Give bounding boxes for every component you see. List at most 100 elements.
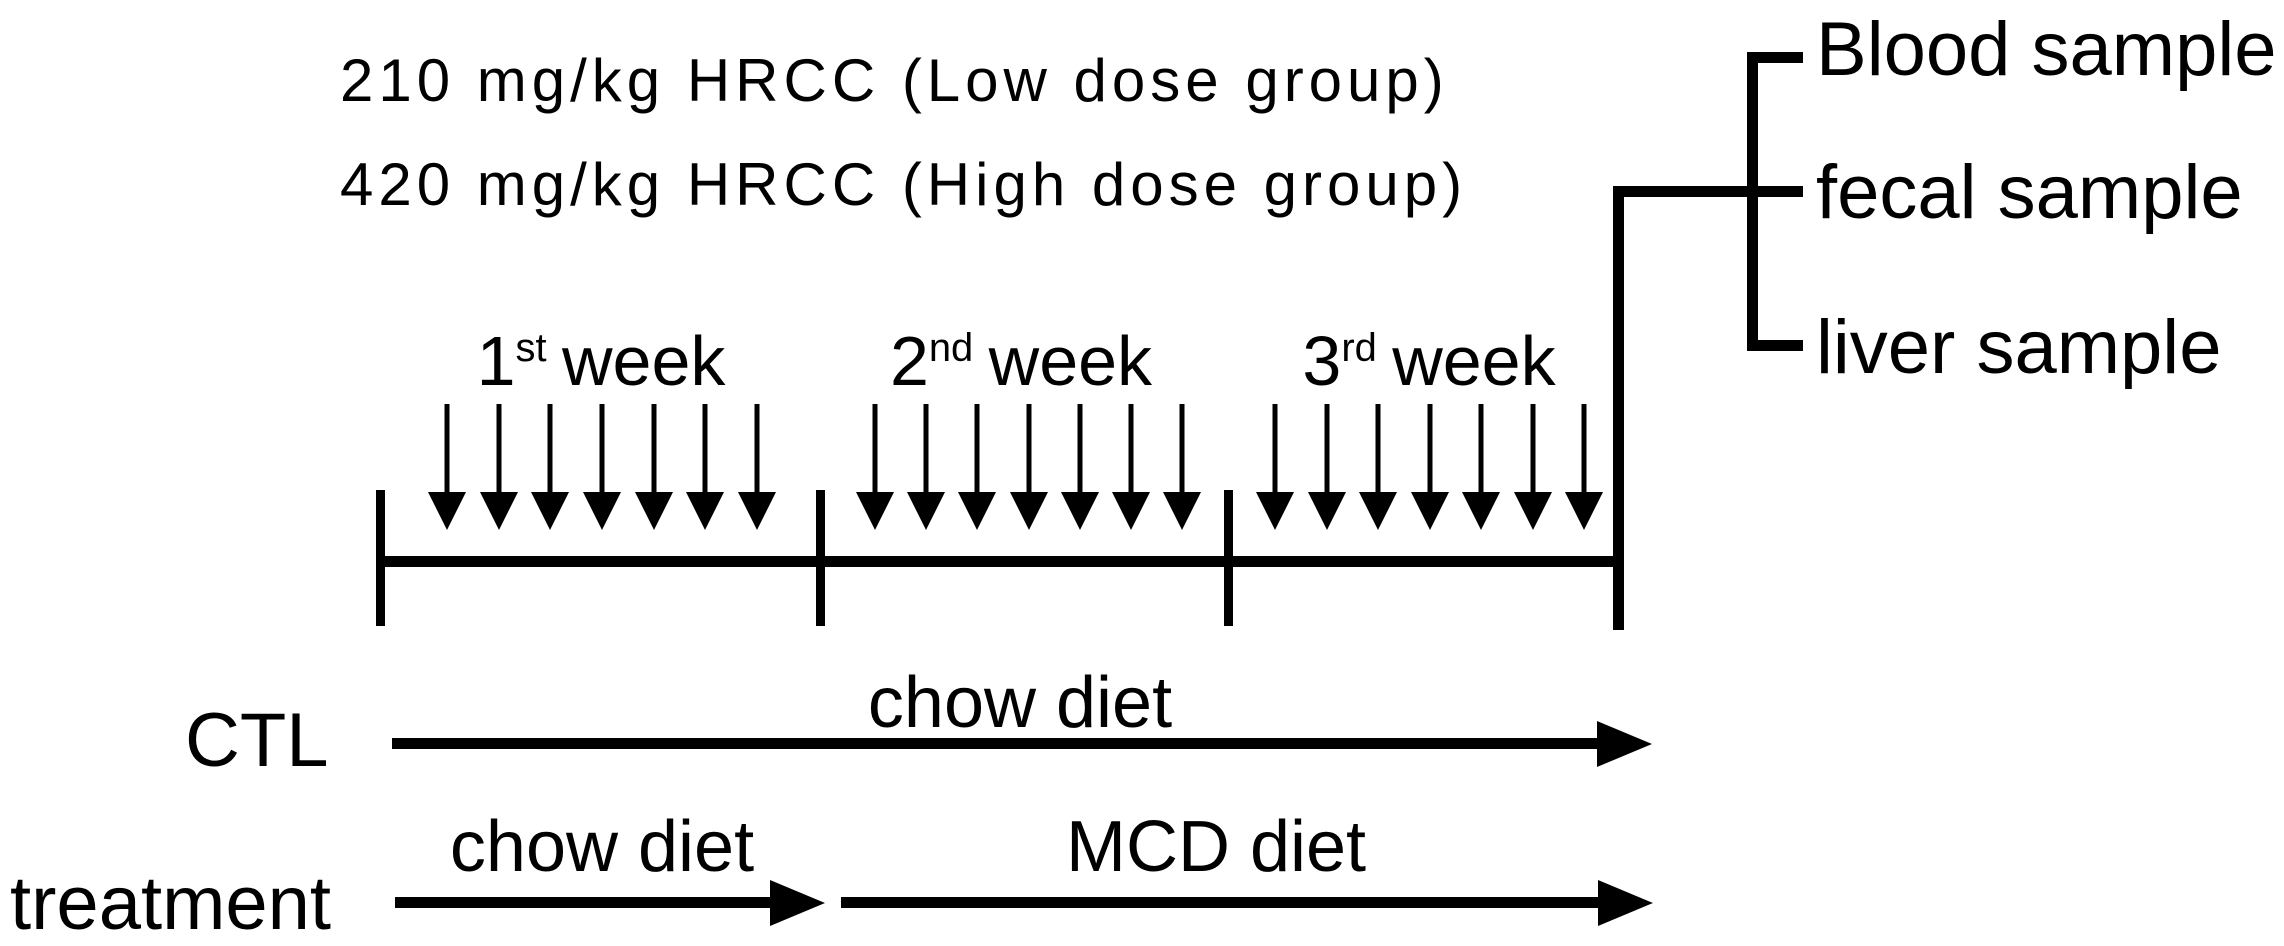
dose-arrow-head-icon [1061,492,1099,530]
dose-arrow-week-1 [635,404,673,530]
timeline-bar [376,556,1624,567]
dose-arrow-week-3 [1565,404,1603,530]
week-3-label: 3rd week [1302,321,1555,401]
dose-arrow-head-icon [738,492,776,530]
sample-bracket-tick-liver [1747,340,1803,351]
dose-arrow-shaft [754,404,760,496]
dose-arrow-shaft [1581,404,1587,496]
dose-arrow-head-icon [1163,492,1201,530]
dose-arrow-week-1 [428,404,466,530]
week-1-word: week [561,322,726,400]
week-1-ordinal-suffix: st [515,326,547,371]
timeline-tick-week2-end [1224,490,1233,626]
dose-arrow-week-1 [738,404,776,530]
dose-arrow-week-1 [583,404,621,530]
dose-arrow-head-icon [907,492,945,530]
dose-arrow-head-icon [1359,492,1397,530]
dose-arrow-week-2 [856,404,894,530]
ctl-group-label: CTL [185,698,329,783]
week-3-ordinal-suffix: rd [1341,326,1377,371]
treatment-chow-diet-arrow [395,880,825,926]
dose-arrow-shaft [1026,404,1032,496]
dose-arrow-head-icon [1256,492,1294,530]
ctl-diet-arrow [392,721,1652,767]
treatment-chow-arrow-head-icon [770,880,825,926]
dose-arrow-week-3 [1256,404,1294,530]
dose-arrow-head-icon [1565,492,1603,530]
dose-arrow-head-icon [1010,492,1048,530]
timeline-tick-week1-end [816,490,825,626]
dose-arrow-shaft [547,404,553,496]
week-1-label: 1st week [477,321,726,401]
week-2-ordinal: 2 [889,322,929,400]
week-2-word: week [988,322,1153,400]
blood-sample-label: Blood sample [1816,7,2277,92]
dose-arrow-week-3 [1359,404,1397,530]
treatment-chow-arrow-shaft [395,897,772,908]
treatment-group-label: treatment [10,861,332,946]
low-dose-text: 210 mg/kg HRCC (Low dose group) [340,47,1449,114]
week-2-label: 2nd week [890,321,1152,401]
dose-arrow-shaft [1478,404,1484,496]
dose-arrow-head-icon [958,492,996,530]
dose-arrow-shaft [1128,404,1134,496]
dose-arrow-week-1 [531,404,569,530]
treatment-mcd-diet-arrow [841,880,1653,926]
sample-bracket-connector-line [1613,186,1803,197]
timeline-tick-start [376,490,385,626]
week-2-ordinal-suffix: nd [928,326,974,371]
dose-arrow-week-3 [1308,404,1346,530]
dose-arrow-head-icon [1308,492,1346,530]
high-dose-text: 420 mg/kg HRCC (High dose group) [340,151,1468,218]
dose-arrow-shaft [1427,404,1433,496]
dose-arrow-week-3 [1462,404,1500,530]
dose-arrow-head-icon [531,492,569,530]
treatment-chow-diet-label: chow diet [449,807,755,887]
week-3-ordinal: 3 [1302,322,1342,400]
dose-arrow-shaft [923,404,929,496]
dose-arrow-head-icon [428,492,466,530]
dose-arrow-shaft [1179,404,1185,496]
dose-arrow-head-icon [583,492,621,530]
dose-arrow-shaft [1272,404,1278,496]
dose-arrow-week-2 [1010,404,1048,530]
dose-arrow-head-icon [856,492,894,530]
treatment-mcd-diet-label: MCD diet [1065,807,1367,887]
dose-arrow-shaft [651,404,657,496]
fecal-sample-label: fecal sample [1816,150,2243,235]
dose-arrow-shaft [444,404,450,496]
dose-arrow-week-1 [686,404,724,530]
treatment-mcd-arrow-head-icon [1598,880,1653,926]
ctl-diet-arrow-head-icon [1597,721,1652,767]
dose-arrow-shaft [1375,404,1381,496]
dose-arrow-week-2 [907,404,945,530]
liver-sample-label: liver sample [1816,305,2222,390]
ctl-chow-diet-label: chow diet [867,663,1173,743]
dose-arrow-week-2 [1112,404,1150,530]
dose-arrow-head-icon [1112,492,1150,530]
dose-arrow-shaft [1324,404,1330,496]
dose-arrow-head-icon [1411,492,1449,530]
dose-arrow-shaft [1077,404,1083,496]
sample-bracket-tick-blood [1747,52,1803,63]
timeline-end-connector-line [1613,186,1624,630]
dose-arrow-shaft [974,404,980,496]
treatment-mcd-arrow-shaft [841,897,1600,908]
dose-arrow-week-2 [1163,404,1201,530]
dose-arrow-shaft [599,404,605,496]
dose-arrow-week-1 [480,404,518,530]
week-1-ordinal: 1 [476,322,516,400]
dose-arrow-head-icon [686,492,724,530]
week-3-word: week [1392,322,1556,400]
dose-arrow-shaft [496,404,502,496]
dose-arrow-shaft [872,404,878,496]
sample-bracket-vertical-line [1747,52,1758,351]
dose-arrow-week-2 [958,404,996,530]
dose-arrow-shaft [1530,404,1536,496]
dose-arrow-week-2 [1061,404,1099,530]
dose-arrow-head-icon [1514,492,1552,530]
dose-arrow-shaft [702,404,708,496]
dose-arrow-head-icon [480,492,518,530]
dose-arrow-week-3 [1411,404,1449,530]
